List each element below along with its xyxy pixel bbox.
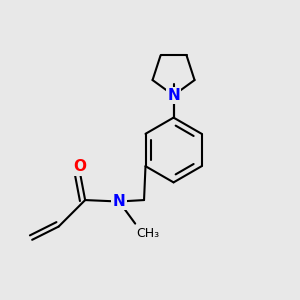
Text: O: O — [73, 159, 86, 174]
Text: CH₃: CH₃ — [137, 226, 160, 240]
Text: N: N — [167, 88, 180, 103]
Text: N: N — [112, 194, 125, 209]
